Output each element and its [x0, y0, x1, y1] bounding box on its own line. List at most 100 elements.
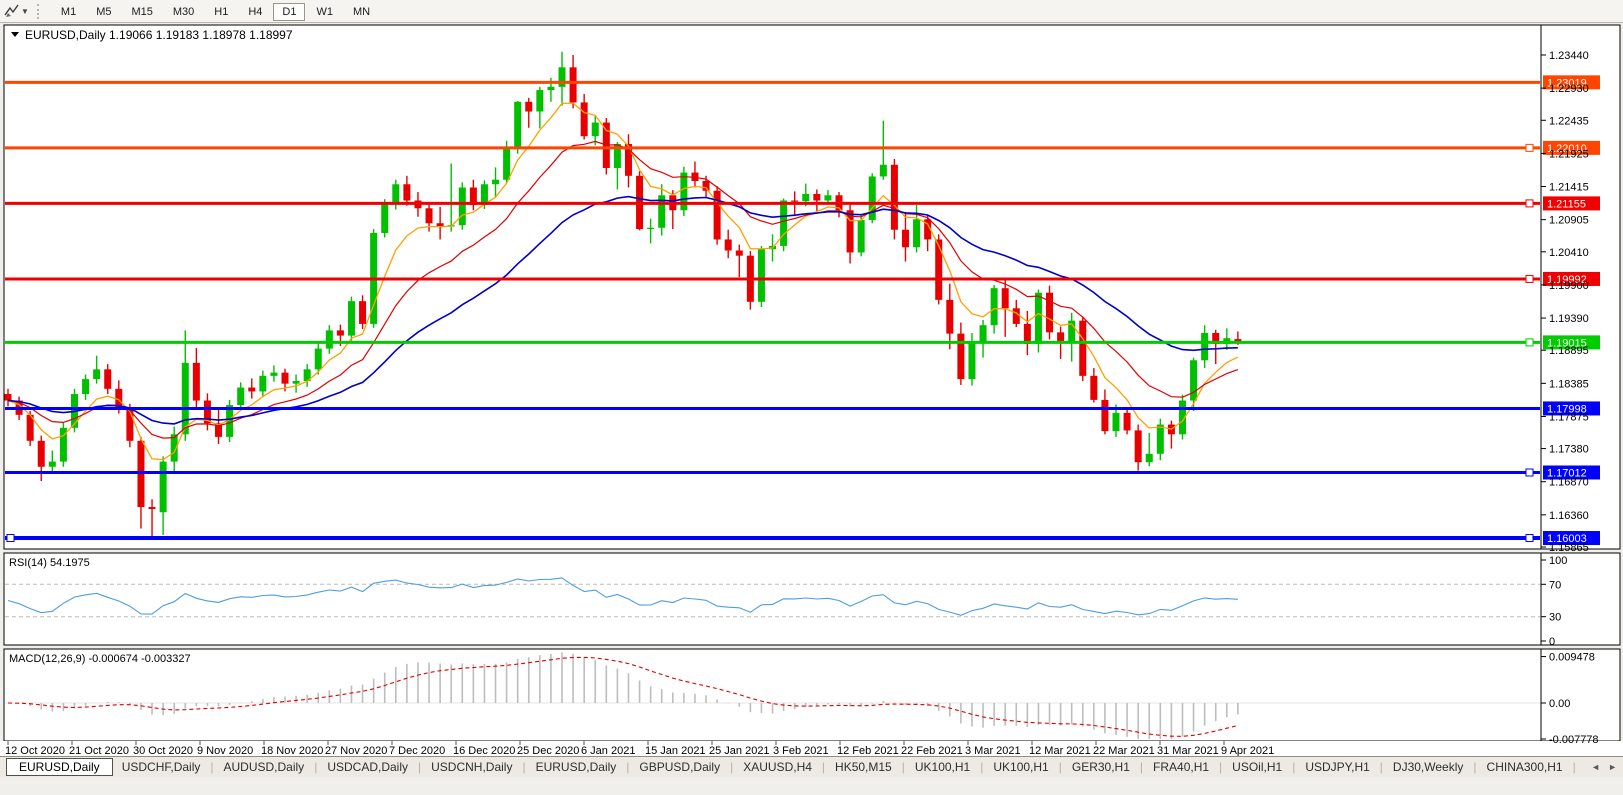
candle-body-down	[624, 143, 632, 176]
tab-uk100-h1[interactable]: UK100,H1	[914, 760, 971, 774]
timeframe-button-m30[interactable]: M30	[172, 6, 195, 18]
tab-uk100-h1[interactable]: UK100,H1	[993, 760, 1049, 774]
tab-dj30-weekly[interactable]: DJ30,Weekly	[1392, 760, 1464, 774]
price-badge	[1543, 140, 1600, 155]
chevron-down-icon[interactable]: ▼	[21, 6, 29, 16]
tab-separator: |	[314, 760, 318, 774]
tab-separator: |	[1058, 760, 1062, 774]
candle-body-down	[37, 440, 45, 467]
candle-body-down	[890, 164, 898, 230]
candle-body-up	[48, 461, 56, 467]
candle-body-up	[857, 219, 865, 253]
tab-xauusd-h4[interactable]: XAUUSD,H4	[743, 760, 812, 774]
tab-eurusd-daily[interactable]: EURUSD,Daily	[535, 760, 617, 774]
price-badge	[1543, 335, 1600, 350]
hline-handle	[1525, 534, 1534, 543]
timeframe-button-d1[interactable]: D1	[273, 3, 306, 21]
ma-fast-line	[7, 102, 1239, 461]
candle-body-up	[647, 227, 655, 230]
timeframe-button-h1[interactable]: H1	[214, 6, 229, 18]
candle-body-up	[226, 405, 234, 437]
candle-body-down	[1079, 320, 1087, 376]
candle-body-down	[4, 394, 12, 401]
candle-body-down	[1090, 375, 1098, 400]
candle-body-up	[303, 369, 311, 382]
tab-separator: |	[1219, 760, 1223, 774]
tab-china300-h1[interactable]: CHINA300,H1	[1486, 760, 1563, 774]
candle-body-up	[968, 343, 976, 380]
hline-handle	[1525, 338, 1534, 347]
timeframe-buttons: M1 M5 M15 M30 H1 H4 D1 W1 MN	[51, 2, 380, 21]
toolbar-grip[interactable]	[36, 3, 43, 19]
tab-scroll-right-icon[interactable]: ►	[1608, 762, 1617, 772]
price-tick-label: 1.17875	[1549, 411, 1589, 423]
candle-body-down	[935, 239, 943, 300]
timeframe-button-h4[interactable]: H4	[248, 6, 263, 18]
rsi-pane: RSI(14) 54.1975 100 70 30 0	[5, 555, 1567, 648]
tab-scroll-left-icon[interactable]: ◄	[1591, 762, 1601, 772]
candle-body-up	[757, 249, 765, 302]
price-tick-label: 1.19900	[1549, 280, 1589, 292]
date-tick-label: 12 Feb 2021	[837, 745, 899, 757]
tab-separator: |	[210, 760, 214, 774]
date-tick-label: 30 Oct 2020	[133, 745, 193, 757]
candle-body-up	[314, 348, 322, 370]
date-tick-label: 18 Nov 2020	[261, 745, 323, 757]
candle-body-down	[436, 223, 444, 227]
candle-body-down	[425, 208, 433, 224]
candle-body-up	[59, 427, 67, 462]
chart-cursor-icon[interactable]	[3, 3, 21, 19]
tab-fra40-h1[interactable]: FRA40,H1	[1153, 760, 1210, 774]
timeframe-button-m1[interactable]: M1	[60, 6, 77, 18]
candle-body-up	[82, 379, 90, 395]
candle-body-up	[558, 67, 566, 87]
date-tick-label: 3 Mar 2021	[965, 745, 1021, 757]
candle-body-down	[525, 101, 533, 112]
price-badge-label: 1.23019	[1547, 77, 1587, 89]
candle-body-up	[492, 179, 500, 185]
candle-body-down	[1046, 292, 1054, 333]
tab-ger30-h1[interactable]: GER30,H1	[1071, 760, 1130, 774]
candle-body-down	[1001, 288, 1009, 309]
price-tick-label: 1.15865	[1549, 542, 1589, 554]
candle-body-up	[990, 288, 998, 326]
candle-body-down	[1212, 332, 1220, 345]
candle-body-up	[93, 369, 101, 380]
tab-gbpusd-daily[interactable]: GBPUSD,Daily	[639, 760, 721, 774]
timeframe-button-m15[interactable]: M15	[131, 6, 153, 18]
timeframe-button-m5[interactable]: M5	[96, 6, 112, 18]
candle-body-up	[591, 122, 599, 137]
date-tick-label: 22 Mar 2021	[1093, 745, 1155, 757]
macd-pane: MACD(12,26,9) -0.000674 -0.003327 0.00947…	[5, 652, 1599, 746]
tab-separator: |	[821, 760, 826, 774]
tab-usdjpy-h1[interactable]: USDJPY,H1	[1305, 760, 1370, 774]
price-tick-label: 1.18385	[1549, 378, 1589, 390]
tab-usdcnh-daily[interactable]: USDCNH,Daily	[431, 760, 513, 774]
timeframe-button-mn[interactable]: MN	[352, 6, 371, 18]
tab-usoil-h1[interactable]: USOil,H1	[1232, 760, 1283, 774]
tab-audusd-daily[interactable]: AUDUSD,Daily	[223, 760, 305, 774]
tab-hk50-m15[interactable]: HK50,M15	[835, 760, 892, 774]
date-tick-label: 25 Jan 2021	[709, 745, 770, 757]
candle-body-down	[192, 362, 200, 401]
hline-handle	[1525, 274, 1534, 283]
date-tick-label: 16 Dec 2020	[453, 745, 515, 757]
candle-body-up	[1068, 320, 1076, 342]
tab-separator: |	[418, 760, 422, 774]
candle-body-down	[281, 372, 289, 384]
timeframe-button-w1[interactable]: W1	[316, 6, 333, 18]
candle-body-down	[126, 408, 134, 441]
tab-eurusd-daily[interactable]: EURUSD,Daily	[6, 758, 113, 776]
status-strip	[0, 777, 1623, 795]
candle-body-down	[924, 219, 932, 240]
horizontal-lines: 1.23019 1.22010 1.21155 1.19992 1.19015 1.179…	[5, 75, 1600, 546]
candle-body-down	[702, 181, 710, 191]
candle-body-up	[237, 387, 245, 406]
tab-usdcad-daily[interactable]: USDCAD,Daily	[327, 760, 408, 774]
candle-body-up	[1034, 292, 1042, 345]
tab-usdchf-daily[interactable]: USDCHF,Daily	[121, 760, 201, 774]
candle-body-up	[503, 148, 511, 180]
price-badge-label: 1.17012	[1547, 467, 1587, 479]
